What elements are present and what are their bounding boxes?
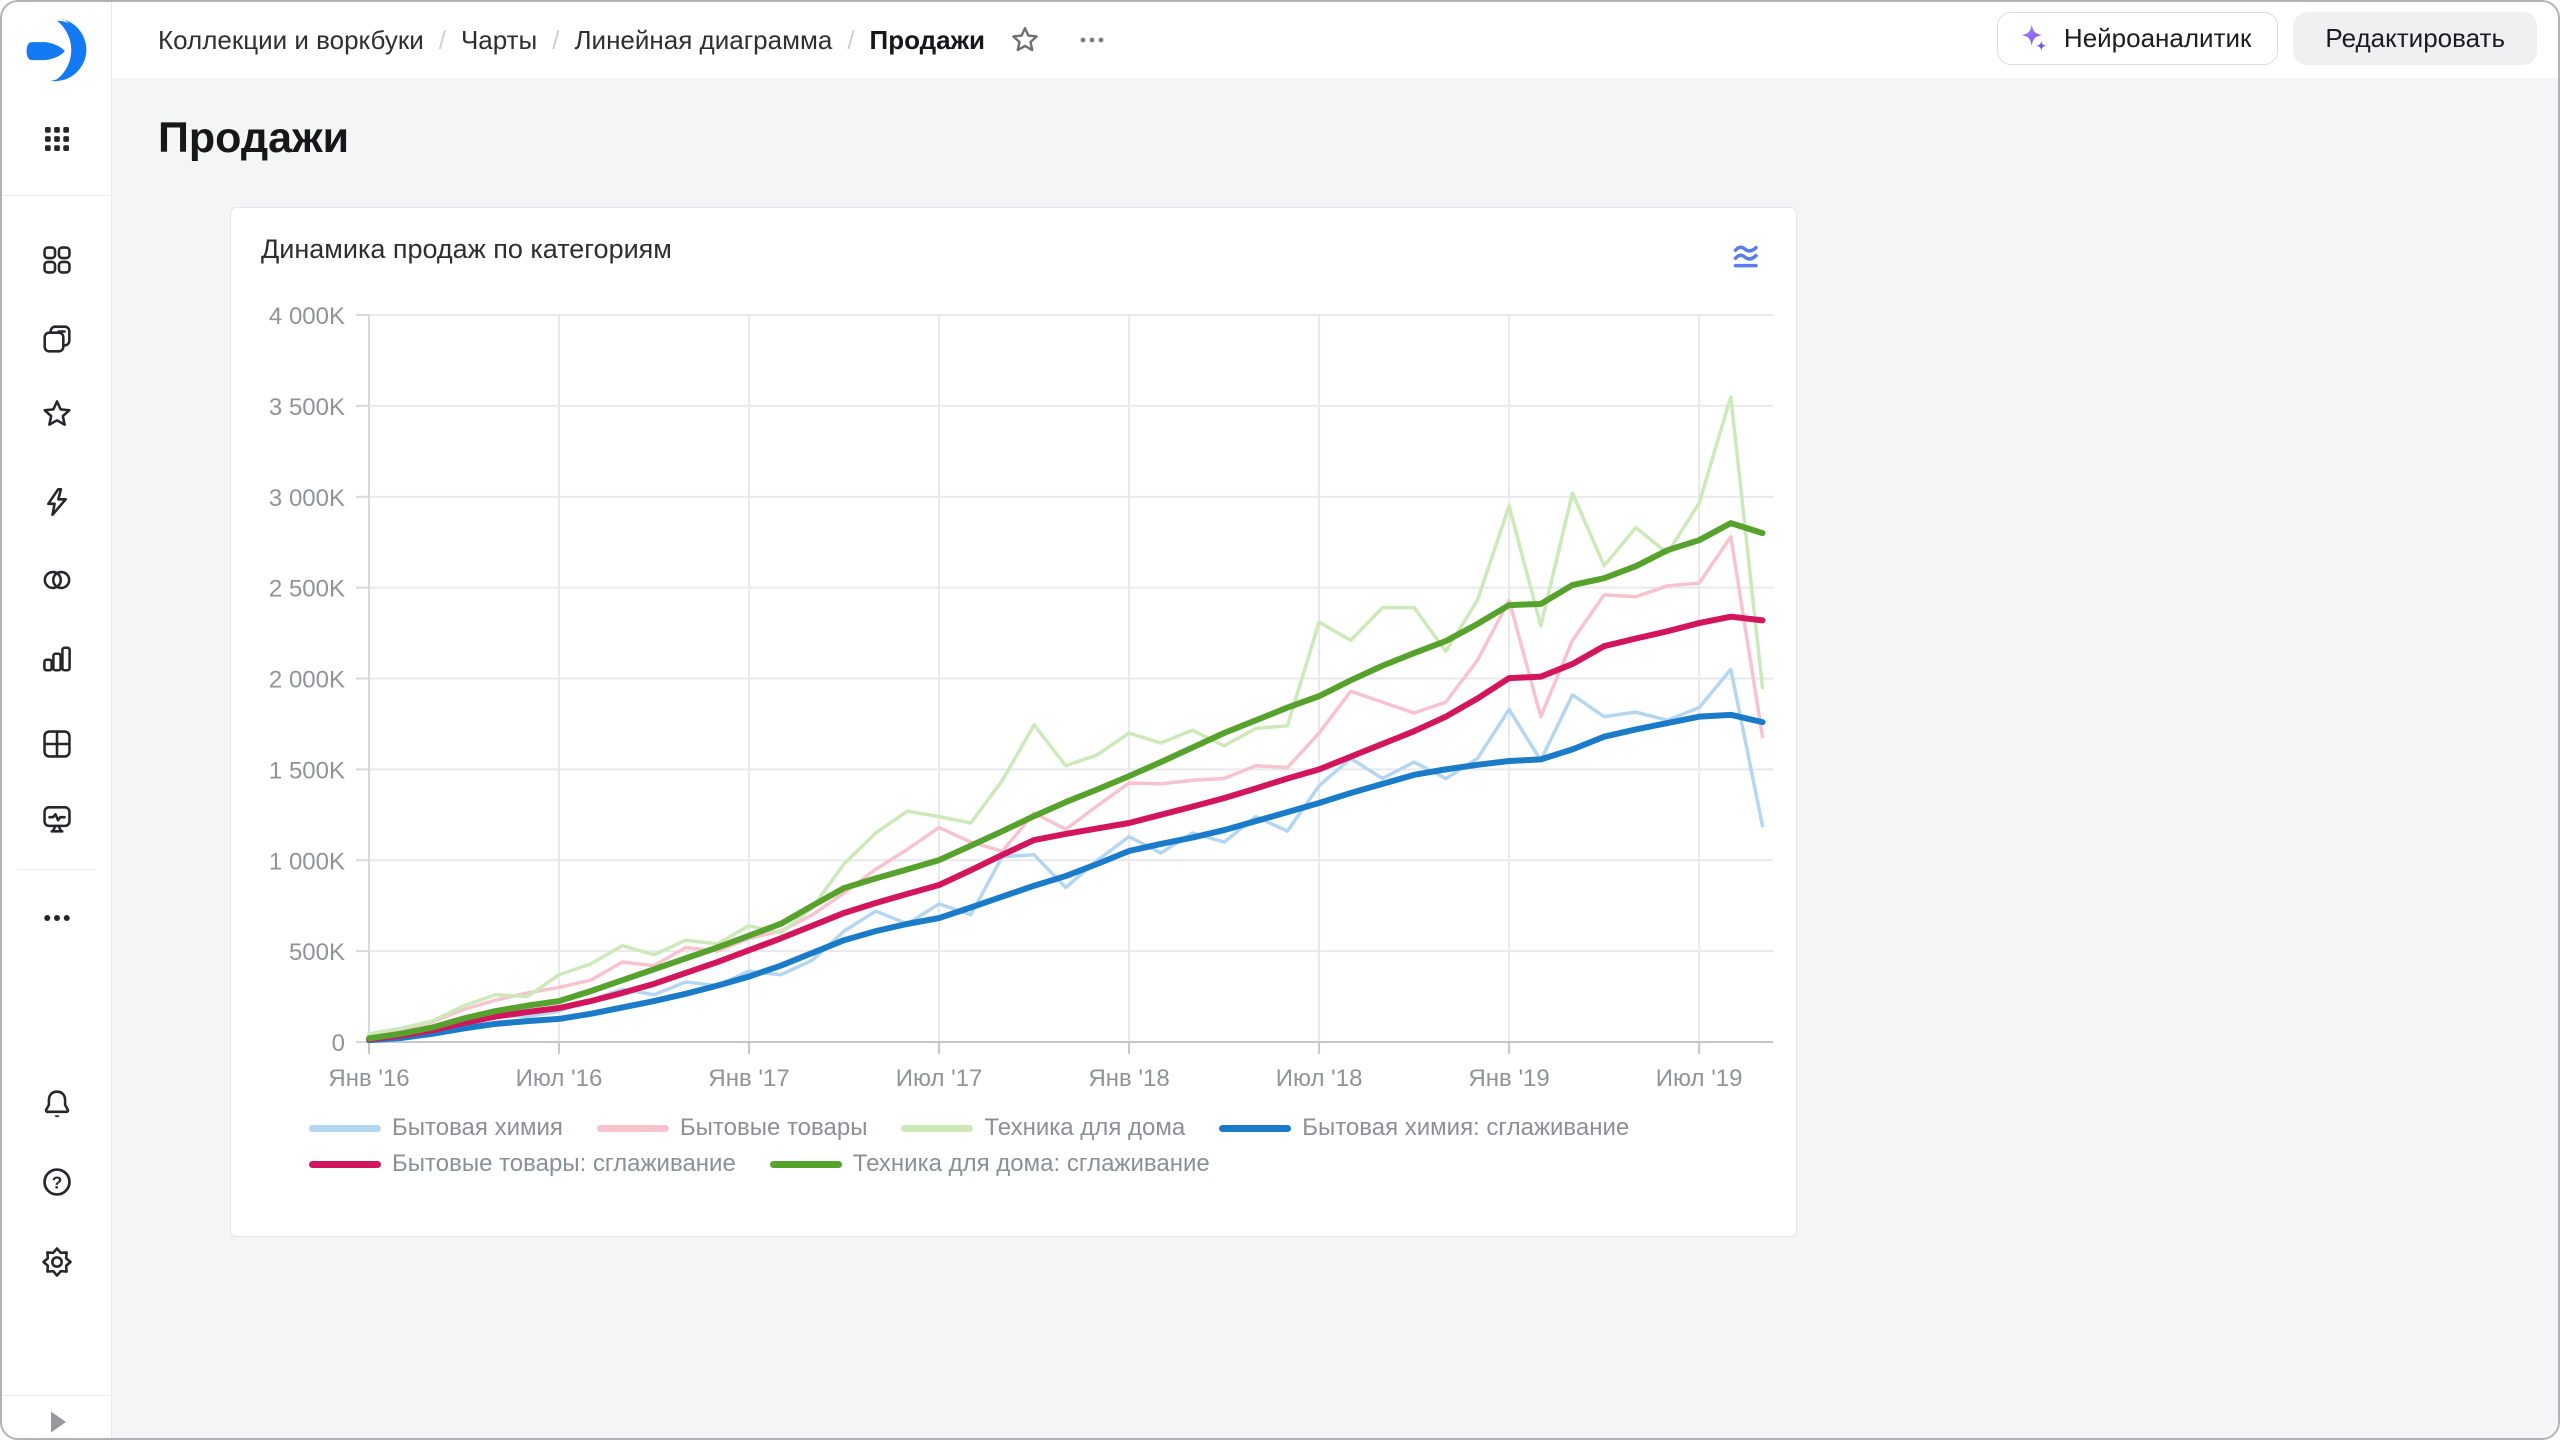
line-chart-plot: 0 500K 1 000K 1 500K 2 000K 2 500K 3 000K 3 500… <box>269 303 1773 1092</box>
legend-item-0[interactable]: Бытовая химия <box>309 1113 563 1143</box>
x-axis-label: Янв '16 <box>328 1065 409 1092</box>
x-axis-label: Июл '19 <box>1656 1065 1743 1092</box>
x-axis-label: Янв '19 <box>1468 1065 1549 1092</box>
chart-series-2[interactable] <box>367 395 1765 1036</box>
legend-swatch-icon <box>309 1124 381 1132</box>
legend-item-4[interactable]: Бытовые товары: сглаживание <box>309 1149 736 1179</box>
y-axis-label: 0 <box>332 1030 345 1057</box>
help-glyph: ? <box>52 1172 63 1192</box>
chart-title: Динамика продаж по категориям <box>261 234 672 264</box>
legend-swatch-icon <box>769 1160 842 1168</box>
page-title: Продажи <box>158 114 350 162</box>
legend-label: Бытовые товары <box>679 1114 868 1141</box>
legend-label: Бытовая химия: сглаживание <box>1302 1114 1630 1141</box>
neuro-analyst-label: Нейроаналитик <box>2063 23 2252 53</box>
x-axis-label: Июл '18 <box>1276 1065 1363 1092</box>
legend-item-3[interactable]: Бытовая химия: сглаживание <box>1219 1113 1629 1143</box>
chart-series-4[interactable] <box>366 613 1766 1043</box>
x-axis-label: Янв '17 <box>708 1065 789 1092</box>
breadcrumb-separator: / <box>438 24 446 55</box>
y-axis-label: 1 000K <box>269 848 345 875</box>
x-axis-label: Июл '17 <box>896 1065 983 1092</box>
favorite-star-icon[interactable] <box>1008 23 1042 57</box>
y-axis-label: 3 000K <box>269 485 345 512</box>
y-axis-label: 3 500K <box>269 394 345 421</box>
y-axis-label: 2 500K <box>269 576 345 603</box>
x-axis-label: Июл '16 <box>516 1065 603 1092</box>
chart-series-5[interactable] <box>366 520 1766 1042</box>
breadcrumb-separator: / <box>552 24 560 55</box>
charts-icon[interactable] <box>39 641 75 677</box>
sidebar-footer-divider <box>2 1395 112 1396</box>
y-axis-label: 1 500K <box>269 757 345 784</box>
breadcrumb: Коллекции и воркбуки / Чарты / Линейная … <box>158 2 1115 78</box>
breadcrumb-current: Продажи <box>869 24 986 55</box>
chart-series-1[interactable] <box>367 534 1765 1037</box>
help-icon[interactable]: ? <box>39 1164 75 1200</box>
apps-grid-icon[interactable] <box>39 121 75 157</box>
sidebar-divider <box>18 869 96 870</box>
settings-icon[interactable] <box>39 1244 75 1280</box>
notifications-icon[interactable] <box>39 1086 75 1122</box>
legend-swatch-icon <box>1219 1124 1292 1132</box>
chart-series-3[interactable] <box>366 711 1766 1044</box>
tables-icon[interactable] <box>39 726 75 762</box>
line-chart-type-icon[interactable] <box>1728 236 1768 276</box>
sidebar: ? <box>2 2 112 1438</box>
chart-card: Динамика продаж по категориям 0 500K 1 000… <box>230 207 1797 1237</box>
favorites-icon[interactable] <box>39 396 75 432</box>
breadcrumb-line-chart[interactable]: Линейная диаграмма <box>574 24 833 55</box>
top-header: Коллекции и воркбуки / Чарты / Линейная … <box>112 2 2558 78</box>
sparkle-icon <box>2021 23 2047 51</box>
neuro-analyst-button[interactable]: Нейроаналитик <box>1996 12 2279 65</box>
expand-sidebar-icon[interactable] <box>39 1404 75 1438</box>
breadcrumb-collections[interactable]: Коллекции и воркбуки <box>158 24 424 55</box>
legend-label: Бытовые товары: сглаживание <box>392 1150 736 1177</box>
x-axis-label: Янв '18 <box>1088 1065 1169 1092</box>
legend-item-5[interactable]: Техника для дома: сглаживание <box>769 1149 1210 1179</box>
datasets-icon[interactable] <box>39 562 75 598</box>
content-area: Продажи Динамика продаж по категориям 0 5… <box>112 78 2558 1438</box>
sidebar-divider <box>2 195 112 196</box>
breadcrumb-separator: / <box>847 24 855 55</box>
connections-icon[interactable] <box>39 484 75 520</box>
y-axis-label: 2 000K <box>269 667 345 694</box>
edit-label: Редактировать <box>2325 23 2505 53</box>
collections-icon[interactable] <box>39 321 75 357</box>
y-axis-label: 500K <box>289 939 345 966</box>
header-actions: Нейроаналитик Редактировать <box>1996 12 2537 65</box>
more-actions-icon[interactable] <box>1075 23 1115 57</box>
breadcrumb-charts[interactable]: Чарты <box>460 24 538 55</box>
edit-button[interactable]: Редактировать <box>2293 12 2537 65</box>
legend-label: Техника для дома: сглаживание <box>852 1150 1210 1177</box>
legend-swatch-icon <box>596 1124 669 1132</box>
chart-legend: Бытовая химия Бытовые товары Техника для д… <box>309 1113 1745 1179</box>
legend-item-1[interactable]: Бытовые товары <box>596 1113 868 1143</box>
editor-icon[interactable] <box>39 801 75 837</box>
legend-label: Техника для дома <box>984 1114 1186 1141</box>
legend-item-2[interactable]: Техника для дома <box>901 1113 1185 1143</box>
datalens-logo-icon[interactable] <box>21 14 93 86</box>
more-icon[interactable] <box>39 900 75 936</box>
legend-swatch-icon <box>901 1124 974 1132</box>
legend-swatch-icon <box>309 1160 381 1168</box>
dashboards-icon[interactable] <box>39 242 75 278</box>
legend-label: Бытовая химия <box>392 1114 563 1141</box>
y-axis-label: 4 000K <box>269 303 345 330</box>
